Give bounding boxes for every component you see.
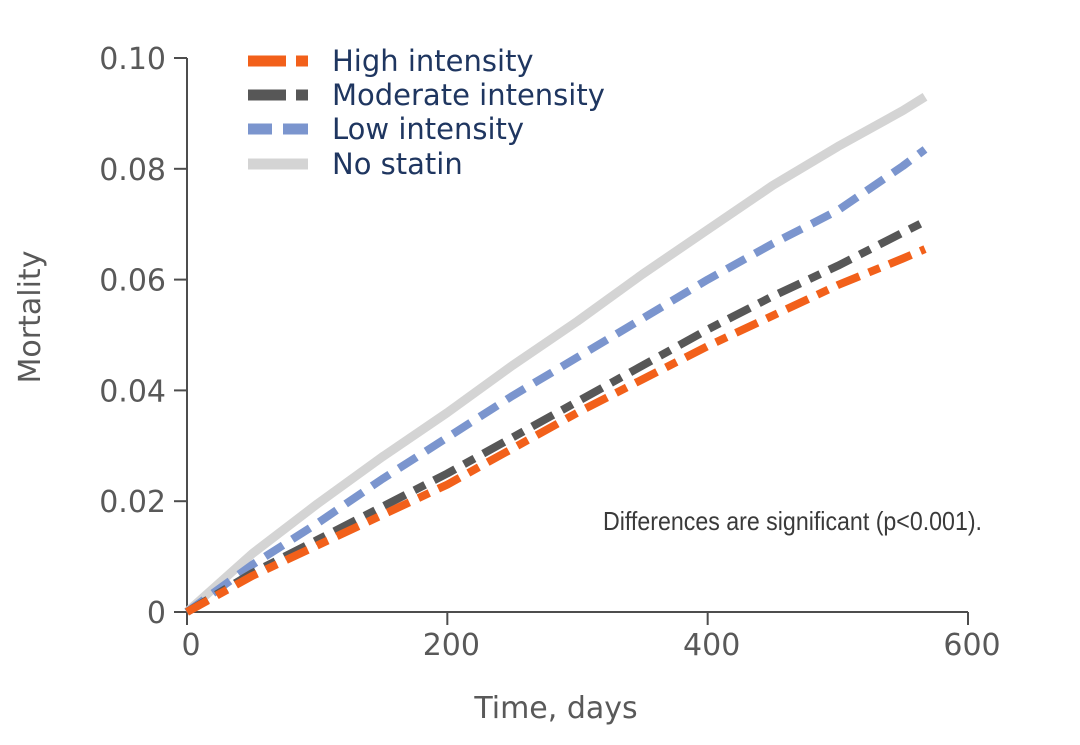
legend-label-moderate-intensity: Moderate intensity — [332, 78, 605, 112]
x-axis-title: Time, days — [473, 691, 637, 726]
y-tick-label: 0.08 — [99, 153, 166, 188]
x-tick-label: 600 — [943, 628, 1000, 663]
series-line-moderate-intensity — [184, 217, 927, 616]
y-tick-label: 0 — [147, 596, 166, 631]
series-line-high-intensity — [185, 245, 927, 616]
x-tick-label: 400 — [683, 628, 740, 663]
series-line-low-intensity — [184, 146, 928, 616]
significance-annotation: Differences are significant (p<0.001). — [603, 506, 982, 536]
x-tick-label: 200 — [423, 628, 480, 663]
series-line-no-statin — [184, 92, 928, 616]
legend-label-low-intensity: Low intensity — [332, 112, 524, 146]
y-axis-title: Mortality — [13, 251, 48, 384]
y-tick-label: 0.06 — [99, 264, 166, 299]
y-tick-label: 0.04 — [99, 374, 166, 409]
x-tick-label: 0 — [181, 628, 200, 663]
y-tick-label: 0.02 — [99, 485, 166, 520]
y-tick-label: 0.10 — [99, 42, 166, 77]
legend-label-high-intensity: High intensity — [332, 44, 534, 78]
legend-label-no-statin: No statin — [332, 147, 463, 181]
